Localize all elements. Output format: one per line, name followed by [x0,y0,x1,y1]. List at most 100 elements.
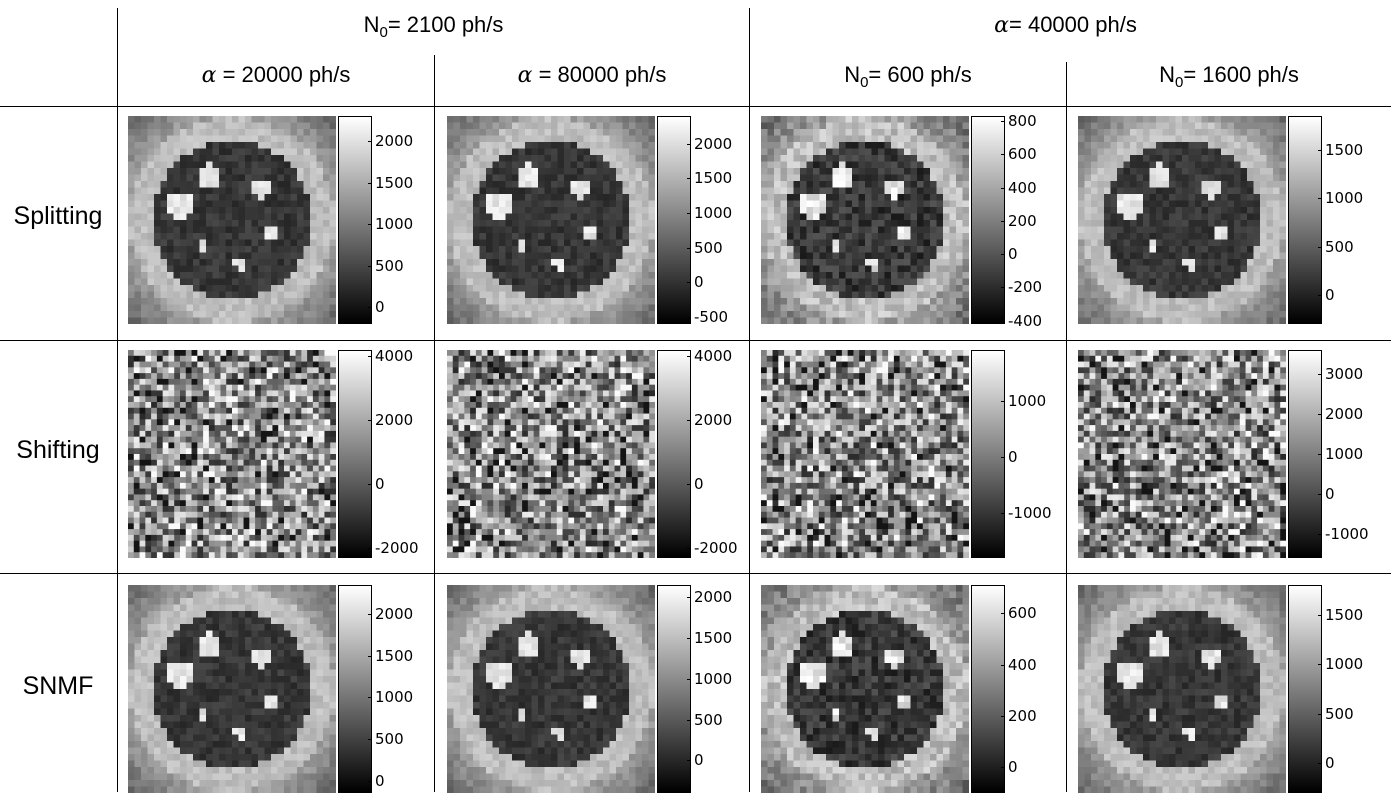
colorbar-tick-mark [1001,665,1005,666]
colorbar-tick-mark [1318,494,1322,495]
colorbar-tick-mark [1318,150,1322,151]
colorbar-tick-label: 1000 [375,689,413,705]
colorbar-tick-label: 1000 [375,216,413,232]
colorbar-tick-label: 0 [1008,759,1018,775]
colorbar-tick-mark [1318,414,1322,415]
colorbar-tick-mark [687,420,691,421]
colorbar-tick-label: 500 [1325,239,1354,255]
colorbar-tick-label: 2000 [694,589,732,605]
colorbar-tick-mark [687,720,691,721]
colorbar-tick-label: 0 [694,476,704,492]
colorbar-tick-label: 0 [1325,287,1335,303]
colorbar-tick-mark [1001,767,1005,768]
phantom-image [128,116,336,324]
colorbar-tick-mark [368,420,372,421]
colorbar-tick-label: -2000 [375,540,419,556]
colorbar-tick-label: 0 [694,752,704,768]
colorbar-tick-label: 200 [1008,213,1037,229]
colorbar-tick-mark [368,266,372,267]
colorbar-tick-mark [1318,454,1322,455]
colorbar-tick-mark [368,484,372,485]
colorbar-tick-mark [1318,374,1322,375]
colorbar-tick-mark [687,548,691,549]
colorbar-tick-label: 1000 [1325,190,1363,206]
colorbar [971,116,1005,324]
colorbar-tick-label: 0 [1008,449,1018,465]
colorbar-tick-label: 1500 [694,630,732,646]
colorbar-tick-mark [368,739,372,740]
noise-image [1078,350,1286,558]
colorbar-tick-mark [1001,188,1005,189]
colorbar-tick-label: 1000 [1325,656,1363,672]
colorbar-tick-mark [368,141,372,142]
colorbar-tick-label: 600 [1008,605,1037,621]
colorbar-tick-label: -1000 [1008,505,1052,521]
colorbar-tick-label: 400 [1008,657,1037,673]
colorbar-tick-mark [368,614,372,615]
noise-image [128,350,336,558]
colorbar-tick-label: 500 [375,258,404,274]
colorbar [338,585,372,793]
colorbar-tick-mark [687,248,691,249]
row-label: SNMF [0,672,116,701]
colorbar [1288,585,1322,793]
colorbar-tick-mark [368,356,372,357]
colorbar-tick-label: -1000 [1325,526,1369,542]
group-label-pre: N [364,12,380,37]
colorbar [1288,116,1322,324]
colorbar-tick-label: 2000 [375,412,413,428]
colorbar-tick-label: -2000 [694,540,738,556]
colorbar-tick-mark [1318,295,1322,296]
phantom-image [447,116,655,324]
colorbar-tick-mark [1001,121,1005,122]
colorbar-tick-label: 800 [1008,113,1037,129]
colorbar-tick-mark [1318,714,1322,715]
phantom-image [761,116,969,324]
colorbar [338,116,372,324]
colorbar-tick-mark [687,356,691,357]
image-cell: 1500 1000 500 0 [1078,116,1382,324]
colorbar-tick-label: 4000 [375,348,413,364]
colorbar-tick-label: 500 [1325,706,1354,722]
column-label-pre: N [1159,62,1175,87]
colorbar-tick-mark [368,548,372,549]
phantom-image [761,585,969,793]
column-label-post: = 80000 ph/s [532,62,666,87]
grid-line [0,106,1391,107]
group-label-post: = 40000 ph/s [1009,12,1137,37]
colorbar-tick-mark [687,213,691,214]
colorbar-tick-label: 0 [375,476,385,492]
colorbar-tick-mark [687,597,691,598]
colorbar-tick-mark [1318,534,1322,535]
colorbar-tick-label: 1500 [1325,607,1363,623]
colorbar-tick-label: 1500 [694,170,732,186]
column-label-post: = 20000 ph/s [216,62,350,87]
colorbar-tick-label: 0 [694,274,704,290]
colorbar-tick-mark [368,697,372,698]
colorbar-tick-label: 1000 [1325,446,1363,462]
colorbar-tick-label: 1500 [1325,142,1363,158]
colorbar-tick-label: 1500 [375,175,413,191]
column-group-header: α= 40000 ph/s [750,12,1381,41]
colorbar-tick-mark [687,760,691,761]
colorbar [657,350,691,558]
image-cell: 1000 0 -1000 [761,350,1065,558]
column-label-pre: N [844,62,860,87]
colorbar [338,350,372,558]
colorbar-tick-mark [368,307,372,308]
colorbar-tick-label: 2000 [375,133,413,149]
colorbar-tick-label: 1000 [1008,393,1046,409]
image-cell: 4000 2000 0 -2000 [128,350,432,558]
colorbar-tick-mark [368,224,372,225]
colorbar-tick-mark [687,317,691,318]
colorbar-tick-mark [687,282,691,283]
noise-image [447,350,655,558]
colorbar-tick-label: 500 [694,712,723,728]
